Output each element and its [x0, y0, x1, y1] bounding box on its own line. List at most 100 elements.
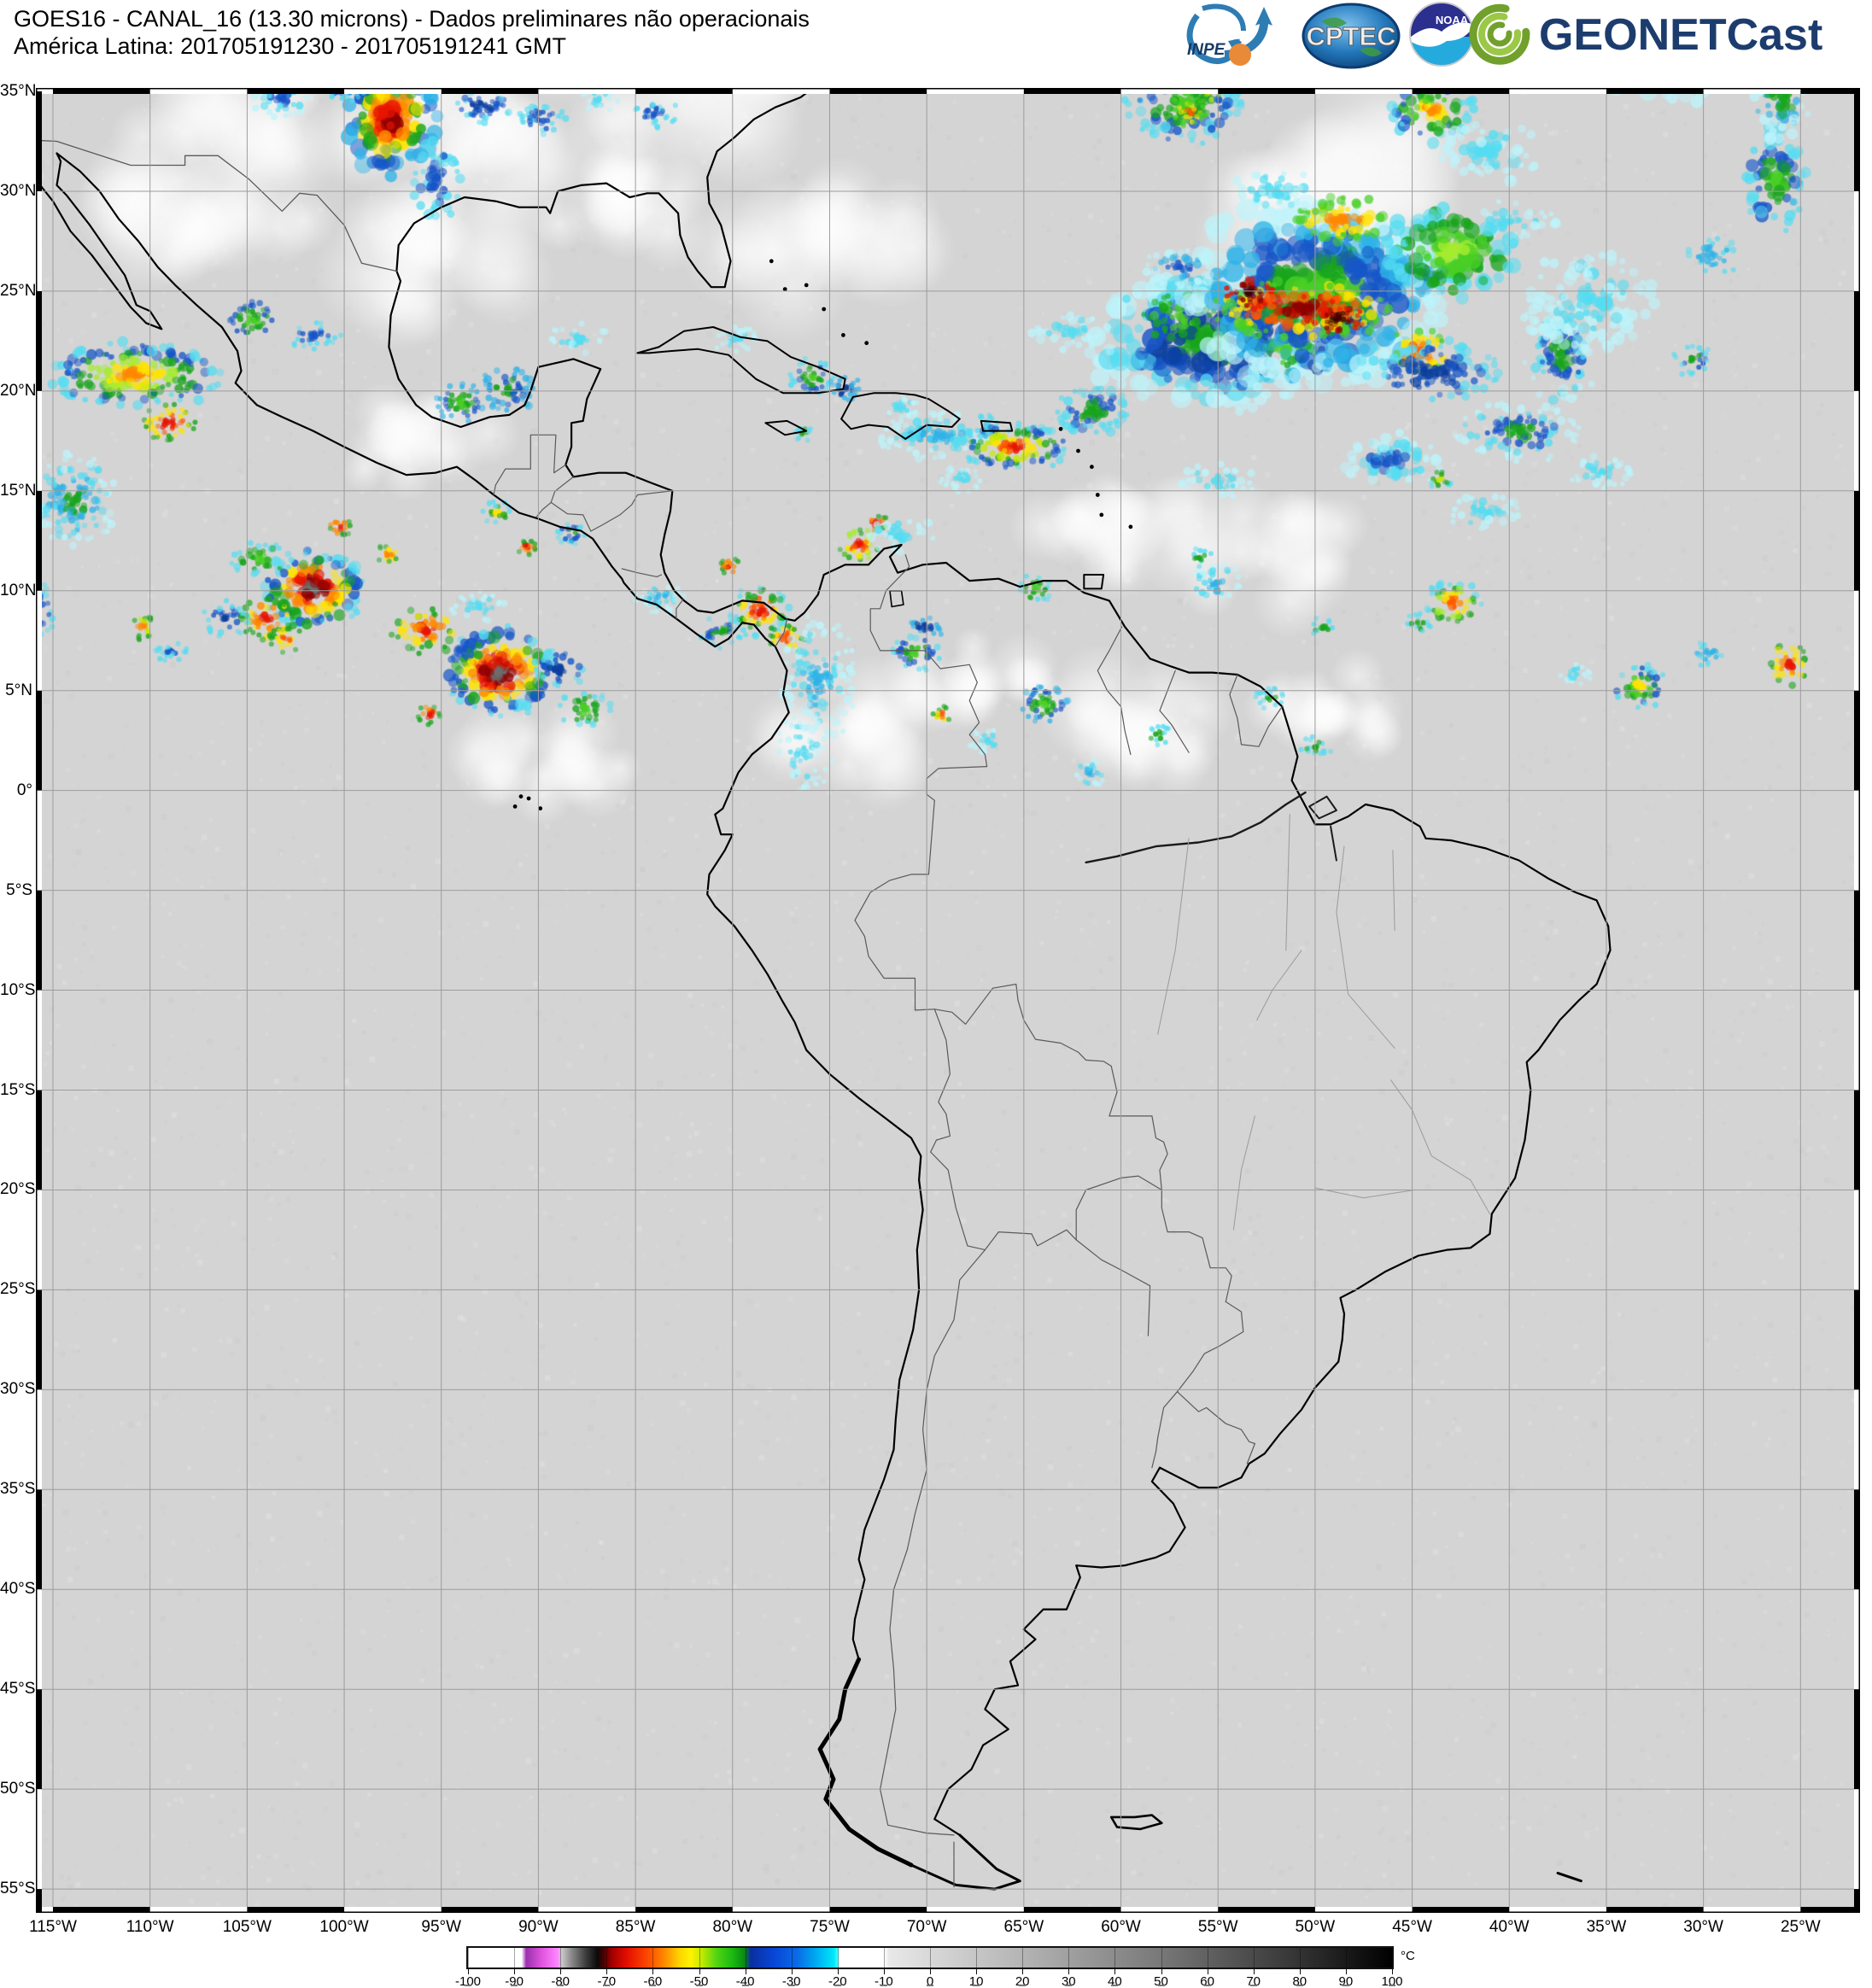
lon-label: 90°W — [518, 1918, 559, 1936]
colorbar-inner-tick — [699, 1948, 700, 1968]
colorbar-tick-label: 10 — [968, 1974, 984, 1988]
colorbar-inner-tick — [976, 1948, 978, 1968]
lon-label: 110°W — [126, 1918, 174, 1936]
colorbar-inner-tick — [930, 1948, 931, 1968]
colorbar-tick — [652, 1969, 654, 1974]
colorbar-tick-label: -80 — [551, 1974, 570, 1988]
lon-label: 80°W — [712, 1918, 753, 1936]
lon-label: 70°W — [906, 1918, 947, 1936]
colorbar-unit-label: °C — [1401, 1949, 1415, 1963]
logo-strip: INPE CPTEC NOAA — [1186, 2, 1822, 69]
colorbar-inner-tick — [1345, 1948, 1347, 1968]
lon-label: 105°W — [222, 1918, 272, 1936]
colorbar — [466, 1946, 1394, 1969]
colorbar-inner-tick — [560, 1948, 562, 1968]
colorbar-tick — [1114, 1969, 1116, 1974]
colorbar-inner-tick — [606, 1948, 608, 1968]
colorbar-inner-tick — [1299, 1948, 1301, 1968]
colorbar-tick-label: 100 — [1381, 1974, 1403, 1988]
colorbar-inner-tick — [1022, 1948, 1024, 1968]
colorbar-tick — [791, 1969, 793, 1974]
colorbar-tick-label: 60 — [1200, 1974, 1214, 1988]
lon-label: 40°W — [1489, 1918, 1530, 1936]
colorbar-tick — [1161, 1969, 1162, 1974]
colorbar-bottom-tick — [649, 1985, 657, 1986]
colorbar-tick-label: 90 — [1338, 1974, 1354, 1988]
lon-label: 30°W — [1683, 1918, 1723, 1936]
lon-label: 65°W — [1003, 1918, 1044, 1936]
colorbar-bottom-tick — [973, 1985, 980, 1986]
lat-label: 15°S — [0, 1080, 36, 1099]
lat-label: 5°N — [5, 681, 32, 699]
colorbar-bottom-tick — [1249, 1985, 1257, 1986]
grid-overlay — [36, 88, 1860, 1913]
colorbar-bottom-tick — [511, 1985, 518, 1986]
lon-label: 75°W — [810, 1918, 850, 1936]
lat-label: 55°S — [0, 1880, 36, 1898]
colorbar-inner-tick — [1253, 1948, 1255, 1968]
colorbar-bottom-tick — [1157, 1985, 1165, 1986]
lat-label: 30°S — [0, 1380, 36, 1399]
lon-label: 60°W — [1101, 1918, 1141, 1936]
colorbar-tick-label: 30 — [1061, 1974, 1076, 1988]
colorbar-tick-label: 20 — [1015, 1974, 1030, 1988]
geonetcast-wordmark: GEONETCast — [1539, 10, 1822, 60]
colorbar-bottom-tick — [927, 1985, 933, 1986]
colorbar-tick — [1253, 1969, 1255, 1974]
colorbar-tick — [560, 1969, 562, 1974]
colorbar-tick — [1345, 1969, 1347, 1974]
colorbar-tick-label: -30 — [781, 1974, 801, 1988]
coastlines-overlay — [36, 88, 1612, 1891]
satellite-image — [36, 88, 1860, 1913]
lat-label: 30°N — [0, 181, 37, 200]
svg-text:NOAA: NOAA — [1436, 14, 1469, 26]
colorbar-tick — [976, 1969, 978, 1974]
colorbar-inner-tick — [1114, 1948, 1116, 1968]
colorbar-inner-tick — [1392, 1948, 1393, 1968]
colorbar-tick — [1392, 1969, 1393, 1974]
lat-label: 25°S — [0, 1280, 36, 1299]
lon-label: 25°W — [1780, 1918, 1821, 1936]
lat-label: 25°N — [0, 281, 37, 300]
lon-label: 85°W — [615, 1918, 656, 1936]
lon-label: 50°W — [1295, 1918, 1336, 1936]
colorbar-tick-label: 50 — [1154, 1974, 1168, 1988]
colorbar-tick — [1299, 1969, 1301, 1974]
colorbar-tick-label: -70 — [597, 1974, 617, 1988]
colorbar-tick — [514, 1969, 516, 1974]
colorbar-bottom-tick — [695, 1985, 703, 1986]
product-title: GOES16 - CANAL_16 (13.30 microns) - Dado… — [14, 6, 810, 32]
colorbar-inner-tick — [652, 1948, 654, 1968]
colorbar-tick — [837, 1969, 839, 1974]
colorbar-bottom-tick — [880, 1985, 887, 1986]
lat-label: 40°S — [0, 1580, 36, 1599]
svg-text:CPTEC: CPTEC — [1306, 21, 1395, 51]
colorbar-inner-tick — [1068, 1948, 1070, 1968]
colorbar-tick — [1068, 1969, 1070, 1974]
colorbar-bottom-tick — [787, 1985, 795, 1986]
lat-label: 45°S — [0, 1680, 36, 1699]
lon-label: 55°W — [1197, 1918, 1238, 1936]
product-subtitle: América Latina: 201705191230 - 201705191… — [14, 33, 566, 59]
lon-label: 45°W — [1392, 1918, 1432, 1936]
lat-label: 10°N — [0, 581, 37, 599]
lon-label: 100°W — [319, 1918, 369, 1936]
lon-label: 95°W — [421, 1918, 462, 1936]
colorbar-tick — [883, 1969, 885, 1974]
lon-label: 115°W — [29, 1918, 77, 1936]
colorbar-bottom-tick — [1019, 1985, 1027, 1986]
colorbar-bottom-tick — [1111, 1985, 1119, 1986]
colorbar-inner-tick — [837, 1948, 839, 1968]
colorbar-tick-label: -40 — [735, 1974, 755, 1988]
colorbar-tick — [468, 1969, 469, 1974]
colorbar-inner-tick — [791, 1948, 793, 1968]
inpe-logo-icon: INPE — [1186, 3, 1272, 66]
cptec-logo-icon: CPTEC — [1302, 3, 1401, 69]
colorbar-tick-label: 80 — [1292, 1974, 1307, 1988]
colorbar-tick-label: -100 — [454, 1974, 482, 1988]
colorbar-bottom-tick — [834, 1985, 841, 1986]
lat-label: 0° — [16, 781, 32, 799]
geonetcast-logo-icon — [1469, 3, 1530, 65]
colorbar-bottom-tick — [1389, 1985, 1395, 1986]
